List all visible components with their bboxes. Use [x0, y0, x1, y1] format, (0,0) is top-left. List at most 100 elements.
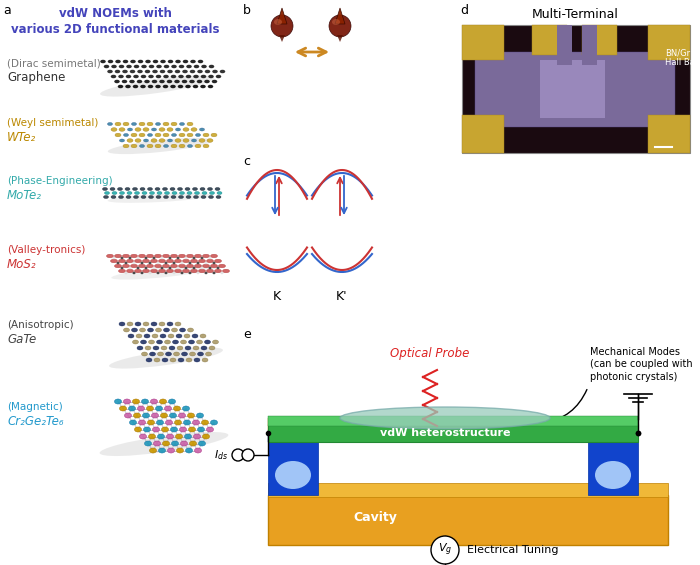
Text: (Phase-Engineering): (Phase-Engineering): [7, 176, 113, 186]
Ellipse shape: [190, 352, 195, 356]
Ellipse shape: [108, 193, 212, 203]
Ellipse shape: [146, 60, 150, 63]
Ellipse shape: [169, 257, 172, 259]
Ellipse shape: [187, 133, 193, 137]
Ellipse shape: [123, 133, 129, 137]
Ellipse shape: [193, 188, 197, 190]
Text: (Valley-tronics): (Valley-tronics): [7, 245, 85, 255]
Ellipse shape: [195, 254, 202, 258]
Ellipse shape: [156, 65, 162, 68]
Ellipse shape: [146, 406, 153, 411]
Ellipse shape: [201, 75, 206, 78]
Ellipse shape: [179, 133, 185, 137]
Text: BN/Gr
Hall Bar: BN/Gr Hall Bar: [665, 48, 699, 67]
Ellipse shape: [130, 80, 134, 83]
Ellipse shape: [171, 195, 176, 198]
Bar: [268, 430, 318, 442]
Ellipse shape: [115, 69, 120, 73]
Ellipse shape: [186, 195, 191, 198]
Ellipse shape: [202, 434, 209, 439]
Ellipse shape: [125, 413, 132, 418]
Ellipse shape: [156, 195, 161, 198]
Ellipse shape: [159, 138, 165, 142]
Ellipse shape: [188, 340, 195, 344]
Text: MoTe₂: MoTe₂: [7, 189, 42, 202]
Ellipse shape: [111, 264, 220, 280]
Ellipse shape: [160, 334, 166, 338]
Text: Multi-Terminal: Multi-Terminal: [531, 8, 618, 21]
Ellipse shape: [144, 427, 150, 432]
Ellipse shape: [108, 138, 212, 154]
Text: $V_g$: $V_g$: [438, 542, 452, 558]
Ellipse shape: [100, 60, 106, 63]
Ellipse shape: [197, 413, 204, 418]
Bar: [268, 418, 318, 432]
Ellipse shape: [104, 195, 108, 198]
Ellipse shape: [212, 69, 218, 73]
Ellipse shape: [148, 328, 153, 332]
Ellipse shape: [164, 406, 172, 411]
Ellipse shape: [220, 69, 225, 73]
Ellipse shape: [167, 259, 174, 263]
Ellipse shape: [151, 138, 157, 142]
Ellipse shape: [153, 346, 159, 350]
Ellipse shape: [216, 195, 221, 198]
Ellipse shape: [204, 69, 210, 73]
Ellipse shape: [172, 192, 177, 194]
Ellipse shape: [146, 358, 152, 362]
Ellipse shape: [119, 322, 125, 326]
Ellipse shape: [145, 69, 150, 73]
Ellipse shape: [126, 195, 131, 198]
Ellipse shape: [207, 138, 213, 142]
Ellipse shape: [132, 328, 137, 332]
Ellipse shape: [122, 69, 127, 73]
Ellipse shape: [200, 334, 206, 338]
Ellipse shape: [162, 427, 169, 432]
Ellipse shape: [150, 259, 158, 263]
Ellipse shape: [108, 60, 113, 63]
Ellipse shape: [114, 80, 120, 83]
Ellipse shape: [167, 80, 172, 83]
Ellipse shape: [186, 65, 192, 68]
Ellipse shape: [213, 340, 218, 344]
Ellipse shape: [176, 128, 181, 131]
Ellipse shape: [167, 434, 174, 439]
Ellipse shape: [206, 270, 214, 273]
Ellipse shape: [132, 340, 139, 344]
Ellipse shape: [178, 85, 183, 88]
Ellipse shape: [183, 406, 190, 411]
Ellipse shape: [164, 328, 169, 332]
Ellipse shape: [144, 80, 150, 83]
Text: (Magnetic): (Magnetic): [7, 402, 63, 412]
Ellipse shape: [134, 195, 139, 198]
Ellipse shape: [177, 346, 183, 350]
Ellipse shape: [165, 352, 172, 356]
Ellipse shape: [141, 352, 148, 356]
Ellipse shape: [120, 406, 127, 411]
Ellipse shape: [125, 272, 127, 274]
Ellipse shape: [181, 262, 183, 264]
Ellipse shape: [332, 19, 340, 25]
Ellipse shape: [118, 259, 125, 263]
Ellipse shape: [153, 60, 158, 63]
Ellipse shape: [169, 346, 175, 350]
Ellipse shape: [155, 188, 160, 190]
Ellipse shape: [184, 334, 190, 338]
Ellipse shape: [130, 69, 135, 73]
Ellipse shape: [146, 254, 153, 258]
Ellipse shape: [130, 254, 137, 258]
Ellipse shape: [151, 413, 158, 418]
Ellipse shape: [115, 122, 121, 126]
Ellipse shape: [190, 60, 196, 63]
Ellipse shape: [206, 259, 214, 263]
Ellipse shape: [128, 334, 134, 338]
Ellipse shape: [178, 188, 183, 190]
Ellipse shape: [202, 65, 206, 68]
Text: K': K': [336, 290, 348, 303]
Ellipse shape: [163, 133, 169, 137]
Ellipse shape: [141, 75, 146, 78]
Ellipse shape: [178, 254, 186, 258]
Ellipse shape: [137, 69, 143, 73]
Ellipse shape: [130, 60, 136, 63]
Ellipse shape: [148, 65, 154, 68]
